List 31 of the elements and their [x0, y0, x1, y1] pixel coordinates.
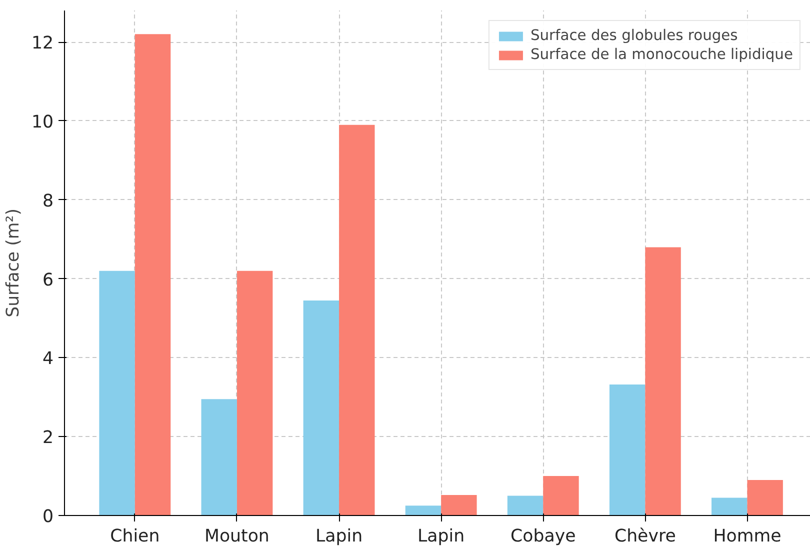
x-tick-label: Lapin	[418, 526, 465, 546]
y-tick-label: 0	[42, 507, 54, 527]
bar	[712, 498, 748, 516]
bar	[645, 247, 681, 516]
x-tick-label: Lapin	[315, 526, 363, 546]
bar	[441, 494, 477, 516]
y-tick-label: 12	[31, 34, 54, 54]
y-axis-title: Surface (m²)	[3, 208, 24, 318]
y-tick-label: 2	[42, 428, 54, 448]
legend-label: Surface de la monocouche lipidique	[530, 46, 793, 63]
bar	[99, 270, 135, 516]
bar	[236, 270, 273, 516]
bar	[747, 480, 783, 516]
legend-label: Surface des globules rouges	[530, 27, 738, 44]
bar	[134, 34, 171, 516]
bar	[543, 476, 579, 516]
x-tick-label: Chien	[110, 526, 160, 546]
y-tick-label: 4	[42, 349, 54, 370]
x-tick-label: Mouton	[204, 526, 270, 546]
bar	[609, 384, 646, 516]
bar	[507, 496, 544, 516]
x-tick-label: Cobaye	[510, 526, 576, 546]
y-tick-label: 6	[42, 270, 54, 290]
bar	[201, 399, 237, 516]
x-tick-label: Homme	[713, 526, 782, 546]
bar	[339, 124, 375, 516]
y-tick-label: 8	[42, 191, 54, 212]
x-tick-label: Chèvre	[614, 526, 676, 546]
y-tick-label: 10	[31, 112, 54, 132]
bar	[303, 300, 340, 516]
bar	[405, 506, 442, 516]
